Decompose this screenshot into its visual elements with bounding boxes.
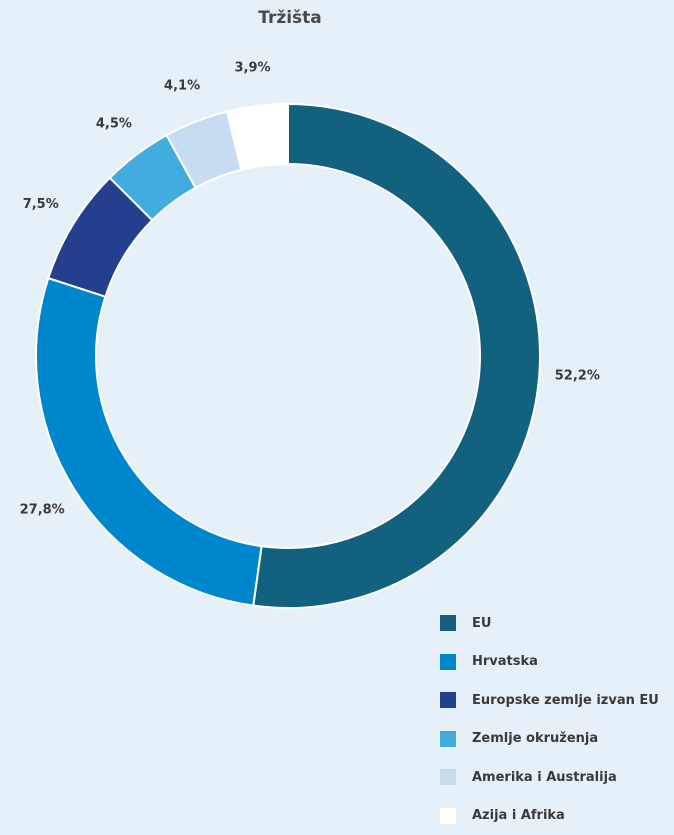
- slice-hrvatska: [36, 278, 262, 605]
- legend-swatch: [440, 731, 456, 747]
- legend-swatch: [440, 808, 456, 824]
- legend-label: Hrvatska: [472, 654, 538, 669]
- legend-label: Zemlje okruženja: [472, 731, 598, 746]
- legend-item-asia-africa: Azija i Afrika: [440, 797, 659, 835]
- legend-label: EU: [472, 616, 491, 631]
- data-label-hrvatska: 27,8%: [20, 502, 65, 517]
- legend-swatch: [440, 654, 456, 670]
- legend-item-eu: EU: [440, 604, 659, 643]
- legend-swatch: [440, 692, 456, 708]
- legend-label: Europske zemlje izvan EU: [472, 693, 659, 708]
- data-label-america-australia: 4,1%: [164, 79, 200, 94]
- data-label-neighbouring: 4,5%: [96, 117, 132, 132]
- legend-item-neighbouring: Zemlje okruženja: [440, 720, 659, 759]
- legend-swatch: [440, 615, 456, 631]
- data-label-europe-non-eu: 7,5%: [23, 197, 59, 212]
- legend-label: Azija i Afrika: [472, 808, 565, 823]
- data-label-eu: 52,2%: [555, 369, 600, 384]
- legend-item-hrvatska: Hrvatska: [440, 643, 659, 682]
- legend-item-europe-non-eu: Europske zemlje izvan EU: [440, 681, 659, 720]
- legend-label: Amerika i Australija: [472, 770, 617, 785]
- donut-slices: [36, 104, 540, 608]
- legend-item-america-australia: Amerika i Australija: [440, 758, 659, 797]
- data-label-asia-africa: 3,9%: [235, 61, 271, 76]
- chart-legend: EU Hrvatska Europske zemlje izvan EU Zem…: [440, 604, 659, 835]
- slice-eu: [253, 104, 540, 608]
- legend-swatch: [440, 769, 456, 785]
